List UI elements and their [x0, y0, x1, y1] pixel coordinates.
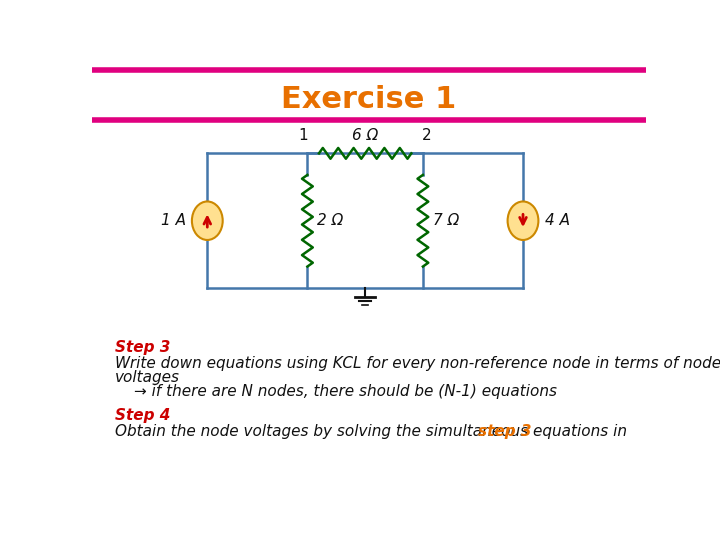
- Text: step 3: step 3: [478, 423, 532, 438]
- Text: 1: 1: [299, 129, 308, 143]
- Text: Step 4: Step 4: [115, 408, 170, 423]
- Text: 7 Ω: 7 Ω: [433, 213, 459, 228]
- Text: 2: 2: [422, 129, 431, 143]
- Text: 1 A: 1 A: [161, 213, 186, 228]
- Text: 2 Ω: 2 Ω: [318, 213, 343, 228]
- Text: → if there are N nodes, there should be (N-1) equations: → if there are N nodes, there should be …: [134, 383, 557, 399]
- Text: voltages: voltages: [115, 370, 180, 384]
- Text: 4 A: 4 A: [544, 213, 570, 228]
- Text: Obtain the node voltages by solving the simultaneous equations in: Obtain the node voltages by solving the …: [115, 423, 631, 438]
- Text: 6 Ω: 6 Ω: [352, 127, 378, 143]
- Ellipse shape: [508, 201, 539, 240]
- Text: Write down equations using KCL for every non-reference node in terms of node: Write down equations using KCL for every…: [115, 356, 720, 371]
- Ellipse shape: [192, 201, 222, 240]
- Text: Exercise 1: Exercise 1: [282, 85, 456, 114]
- Text: Step 3: Step 3: [115, 340, 170, 355]
